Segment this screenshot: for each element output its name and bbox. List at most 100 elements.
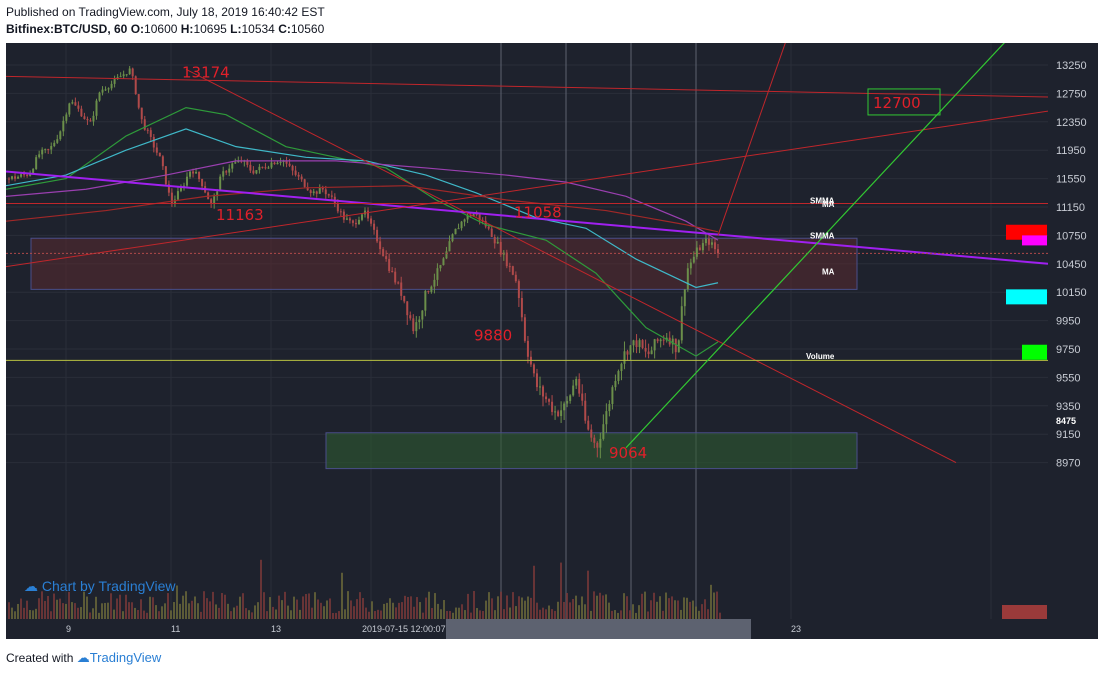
candle-body xyxy=(599,438,602,448)
volume-bar xyxy=(392,602,394,619)
candle-body xyxy=(370,218,373,224)
price-annotation: 9064 xyxy=(609,444,647,462)
candle-body xyxy=(155,147,158,153)
volume-bar xyxy=(269,597,271,619)
volume-bar xyxy=(329,598,331,619)
candle-body xyxy=(357,219,360,225)
volume-bar xyxy=(677,600,679,619)
candle-body xyxy=(330,195,333,197)
candle-body xyxy=(143,119,146,130)
price-annotation: 13174 xyxy=(182,63,230,81)
volume-bar xyxy=(530,597,532,619)
volume-bar xyxy=(602,595,604,619)
volume-bar xyxy=(263,592,265,619)
volume-bar xyxy=(23,607,25,619)
volume-bar xyxy=(407,596,409,619)
candle-body xyxy=(620,363,623,372)
candle-body xyxy=(611,387,614,405)
volume-bar xyxy=(572,598,574,619)
volume-bar xyxy=(539,609,541,619)
candle-body xyxy=(68,103,71,115)
volume-bar xyxy=(521,597,523,619)
candle-body xyxy=(59,131,62,140)
time-tick-label: 11 xyxy=(171,624,180,634)
volume-bar xyxy=(476,608,478,619)
candle-body xyxy=(92,115,95,122)
candle-body xyxy=(11,176,14,179)
volume-bar xyxy=(569,602,571,619)
candle-body xyxy=(590,429,593,438)
volume-bar xyxy=(116,598,118,619)
price-tick-label: 9750 xyxy=(1056,344,1080,356)
time-axis[interactable]: 9 11 13 2019-07-15 12:00:07 23 xyxy=(6,619,1098,639)
volume-bar xyxy=(383,603,385,619)
candle-body xyxy=(647,351,650,355)
volume-bar xyxy=(560,562,562,619)
volume-bar xyxy=(503,609,505,619)
volume-bar xyxy=(71,602,73,619)
indicator-label: MA xyxy=(822,267,835,276)
volume-bar xyxy=(689,601,691,619)
candle-body xyxy=(593,437,596,443)
volume-bar xyxy=(143,610,145,619)
volume-bar xyxy=(704,599,706,619)
candle-body xyxy=(303,179,306,187)
volume-bar xyxy=(620,610,622,619)
volume-bar xyxy=(617,612,619,619)
volume-bar xyxy=(332,612,334,619)
candle-body xyxy=(671,338,674,345)
price-axis[interactable]: 13250 12750 12350 11950 11550 11150 10750 10450… xyxy=(1048,43,1098,619)
price-tick-label: 9550 xyxy=(1056,372,1080,384)
volume-bar xyxy=(218,607,220,619)
candle-body xyxy=(680,306,683,341)
volume-bar xyxy=(68,591,70,619)
price-tick-label: 12350 xyxy=(1056,117,1087,129)
candle-body xyxy=(101,89,104,93)
volume-bar xyxy=(47,595,49,619)
volume-bar xyxy=(554,610,556,619)
candle-body xyxy=(23,174,26,176)
legend-swatch xyxy=(1022,235,1047,246)
candle-body xyxy=(113,79,116,84)
candle-body xyxy=(125,74,128,76)
volume-bar xyxy=(17,603,19,619)
watermark: ☁ Chart by TradingView xyxy=(24,578,175,595)
chart-pane[interactable]: 13174 11163 11058 9880 9064 12700 SMMA MA SMMA MA… xyxy=(6,43,1048,619)
volume-bar xyxy=(401,602,403,619)
volume-bar xyxy=(650,600,652,619)
volume-bar xyxy=(59,598,61,619)
volume-bar xyxy=(173,602,175,619)
candle-body xyxy=(8,178,10,180)
ma-line-purple xyxy=(6,160,719,241)
volume-bar xyxy=(584,604,586,619)
volume-bar xyxy=(398,602,400,619)
volume-bar xyxy=(26,600,28,619)
volume-bar xyxy=(158,611,160,619)
volume-bar xyxy=(233,607,235,619)
volume-bar xyxy=(65,603,67,619)
volume-bar xyxy=(422,612,424,619)
candle-body xyxy=(122,74,125,77)
candle-body xyxy=(216,191,219,197)
tradingview-brand[interactable]: TradingView xyxy=(89,650,162,665)
volume-bar xyxy=(77,607,79,619)
volume-bar xyxy=(386,602,388,619)
volume-bar xyxy=(86,596,88,619)
price-annotation: 11058 xyxy=(514,204,562,222)
footer: Created with ☁TradingView xyxy=(6,650,161,666)
candle-body xyxy=(496,241,499,244)
candle-body xyxy=(345,218,348,220)
candle-body xyxy=(364,210,367,215)
watermark-text: Chart by TradingView xyxy=(41,578,176,594)
volume-bar xyxy=(644,591,646,619)
volume-bar xyxy=(146,612,148,619)
candle-body xyxy=(285,160,288,164)
candle-body xyxy=(557,411,560,416)
volume-bar xyxy=(92,608,94,619)
time-range-highlight xyxy=(446,619,751,639)
volume-bar xyxy=(488,592,490,619)
candle-body xyxy=(279,161,282,163)
candle-body xyxy=(451,234,454,242)
candle-body xyxy=(629,345,632,355)
